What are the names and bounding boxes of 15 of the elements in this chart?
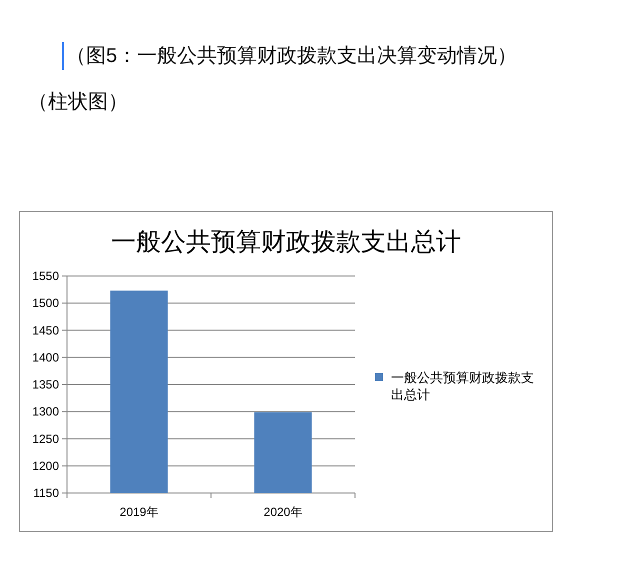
y-tick-label: 1250 [32, 432, 60, 446]
y-tick-label: 1550 [32, 269, 60, 283]
y-tick-label: 1450 [32, 323, 60, 338]
chart-title: 一般公共预算财政拨款支出总计 [111, 229, 461, 256]
legend-label: 一般公共预算财政拨款支出总计 [391, 370, 534, 402]
y-tick-label: 1350 [32, 378, 60, 392]
y-tick-label: 1300 [32, 404, 60, 419]
y-tick-label: 1500 [32, 296, 60, 310]
x-tick-label: 2020年 [264, 505, 302, 519]
y-tick-label: 1200 [32, 458, 60, 473]
y-tick-label: 1150 [33, 486, 60, 500]
text: （柱状图） [28, 91, 128, 113]
y-tick-label: 1400 [32, 350, 60, 364]
text: （图5：一般公共预算财政拨款支出决算变动情况） [66, 45, 518, 67]
x-tick-label: 2019年 [120, 505, 158, 519]
